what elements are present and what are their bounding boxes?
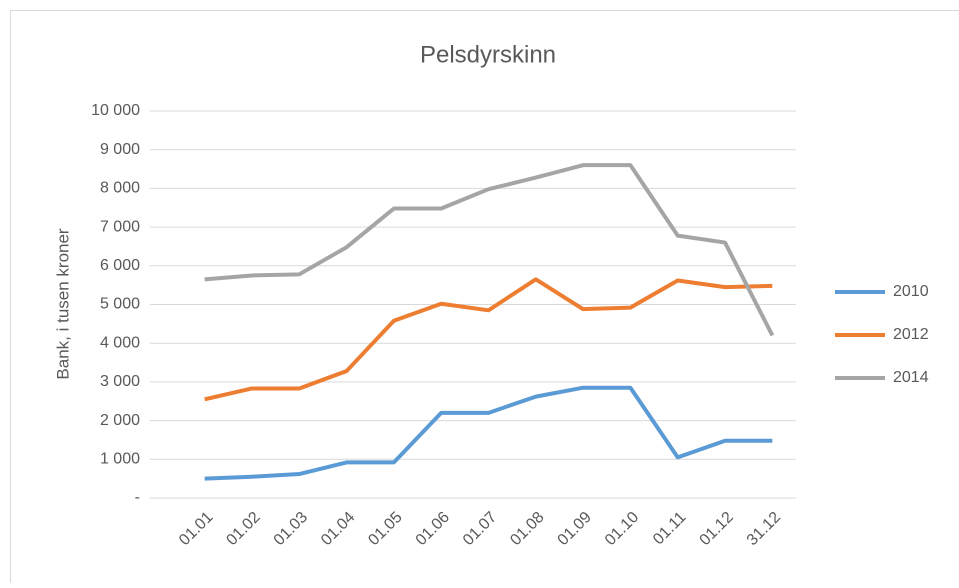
y-axis-label: Bank, i tusen kroner [53,228,72,380]
y-tick-label: 6 000 [100,257,140,274]
y-tick-label: 8 000 [100,180,140,197]
y-tick-label: 7 000 [100,218,140,235]
y-tick-label: - [135,489,140,506]
y-tick-label: 4 000 [100,334,140,351]
y-tick-label: 10 000 [91,102,140,119]
chart-title: Pelsdyrskinn [420,41,556,68]
chart-border [11,11,959,584]
y-tick-label: 2 000 [100,412,140,429]
legend-label: 2014 [893,369,929,386]
y-tick-label: 5 000 [100,296,140,313]
y-tick-label: 1 000 [100,451,140,468]
y-tick-label: 3 000 [100,373,140,390]
legend-label: 2010 [893,283,929,300]
legend-label: 2012 [893,326,929,343]
y-tick-label: 9 000 [100,141,140,158]
